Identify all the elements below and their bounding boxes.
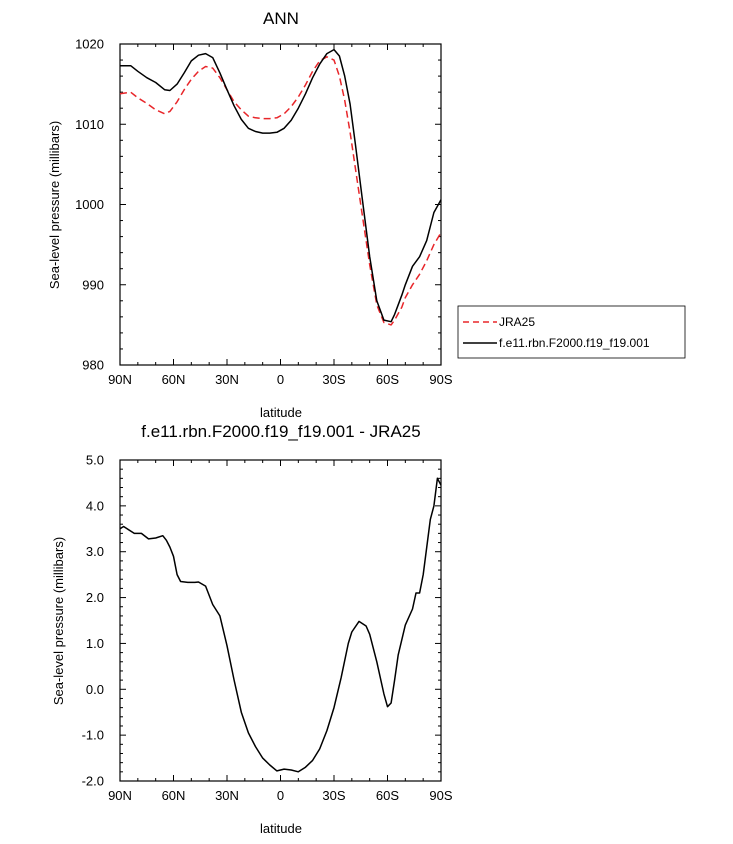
x-tick-label: 0	[277, 372, 284, 387]
series-line	[119, 56, 442, 326]
x-tick-label: 60S	[376, 372, 399, 387]
x-tick-label: 30N	[215, 788, 239, 803]
series-group	[119, 477, 442, 773]
y-tick-label: 990	[82, 277, 104, 292]
legend-box	[457, 305, 686, 359]
y-tick-label: 980	[82, 358, 104, 373]
legend-label-jra25: JRA25	[499, 315, 535, 329]
y-tick-label: 1010	[75, 117, 104, 132]
x-tick-label: 90N	[108, 788, 132, 803]
x-tick-label: 0	[277, 788, 284, 803]
x-tick-label: 90S	[429, 372, 452, 387]
y-tick-label: 2.0	[86, 590, 104, 605]
legend-label-model: f.e11.rbn.F2000.f19_f19.001	[499, 336, 650, 350]
x-axis-label: latitude	[260, 405, 302, 420]
x-tick-label: 60N	[162, 788, 186, 803]
y-tick-label: 4.0	[86, 498, 104, 513]
y-tick-label: 1.0	[86, 636, 104, 651]
y-tick-label: 3.0	[86, 544, 104, 559]
plot-frame	[119, 459, 442, 782]
x-tick-label: 30S	[322, 788, 345, 803]
x-tick-label: 60S	[376, 788, 399, 803]
chart-title: f.e11.rbn.F2000.f19_f19.001 - JRA25	[141, 422, 420, 441]
x-tick-label: 30S	[322, 372, 345, 387]
bottom-panel: f.e11.rbn.F2000.f19_f19.001 - JRA25 90N 6…	[51, 422, 453, 836]
legend: JRA25 f.e11.rbn.F2000.f19_f19.001	[457, 305, 686, 359]
y-tick-label: -2.0	[82, 774, 104, 789]
top-panel: ANN 90N 60N 30N 0 30S 60S 90S 980 990 1000 1010 10…	[47, 9, 453, 420]
x-tick-label: 60N	[162, 372, 186, 387]
y-axis-label: Sea-level pressure (millibars)	[51, 537, 66, 705]
y-tick-label: 0.0	[86, 682, 104, 697]
x-tick-label: 90N	[108, 372, 132, 387]
y-tick-label: 1020	[75, 37, 104, 52]
x-tick-label: 30N	[215, 372, 239, 387]
y-tick-label: -1.0	[82, 728, 104, 743]
y-tick-label: 5.0	[86, 453, 104, 468]
y-tick-label: 1000	[75, 197, 104, 212]
x-tick-label: 90S	[429, 788, 452, 803]
series-line	[120, 48, 442, 323]
x-axis-label: latitude	[260, 821, 302, 836]
series-group	[119, 48, 442, 326]
series-line	[119, 477, 442, 773]
y-axis-label: Sea-level pressure (millibars)	[47, 121, 62, 289]
chart-title: ANN	[263, 9, 299, 28]
